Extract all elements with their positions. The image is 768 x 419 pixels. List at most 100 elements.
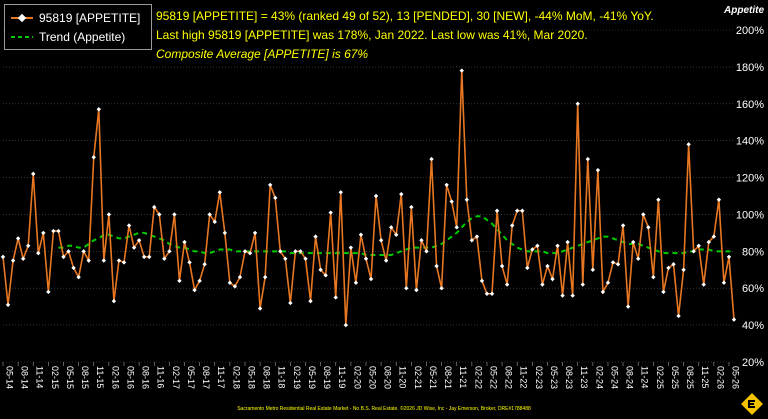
x-tick-label: 08-19 bbox=[322, 366, 332, 389]
data-point bbox=[394, 232, 399, 237]
data-point bbox=[0, 254, 6, 260]
y-tick-label: 20% bbox=[742, 357, 764, 369]
data-point bbox=[323, 273, 328, 278]
data-point bbox=[36, 250, 41, 256]
data-point bbox=[20, 256, 26, 261]
y-tick-label: 80% bbox=[742, 246, 764, 258]
data-point bbox=[363, 256, 369, 261]
data-point bbox=[520, 208, 525, 213]
data-point bbox=[313, 234, 318, 239]
data-point bbox=[106, 212, 112, 217]
data-point bbox=[56, 228, 61, 234]
x-tick-label: 02-15 bbox=[50, 366, 60, 389]
x-tick-label: 05-15 bbox=[65, 366, 75, 389]
data-point bbox=[530, 247, 535, 252]
data-point bbox=[71, 265, 76, 271]
data-point bbox=[494, 208, 500, 213]
x-tick-label: 05-14 bbox=[5, 366, 15, 389]
x-tick-label: 11-19 bbox=[337, 366, 347, 388]
data-point bbox=[247, 250, 253, 256]
x-tick-label: 02-21 bbox=[413, 366, 423, 389]
info-line-3: Composite Average [APPETITE] is 67% bbox=[156, 47, 369, 61]
data-point bbox=[81, 249, 86, 254]
data-point bbox=[126, 223, 132, 228]
x-tick-label: 11-22 bbox=[519, 366, 529, 388]
data-point bbox=[449, 199, 454, 204]
x-tick-label: 02-23 bbox=[534, 366, 544, 389]
data-point bbox=[731, 317, 737, 322]
data-point bbox=[636, 256, 641, 261]
x-tick-label: 08-14 bbox=[20, 366, 30, 389]
data-point bbox=[318, 267, 323, 272]
data-point bbox=[454, 225, 459, 230]
data-point bbox=[383, 258, 389, 263]
x-tick-label: 08-15 bbox=[80, 366, 90, 389]
data-point bbox=[207, 212, 212, 217]
data-point bbox=[429, 156, 434, 162]
data-point bbox=[666, 265, 671, 271]
data-point bbox=[162, 256, 167, 261]
data-point bbox=[550, 276, 555, 282]
x-tick-label: 11-17 bbox=[216, 366, 226, 388]
data-point bbox=[212, 219, 217, 225]
x-tick-label: 02-20 bbox=[352, 366, 362, 389]
data-point bbox=[419, 238, 424, 243]
data-point bbox=[298, 249, 303, 254]
y-tick-label: 120% bbox=[736, 173, 764, 185]
x-tick-label: 11-24 bbox=[640, 366, 650, 388]
data-point bbox=[101, 258, 107, 263]
data-point bbox=[273, 195, 278, 201]
x-tick-label: 08-16 bbox=[141, 366, 151, 389]
data-point bbox=[469, 238, 475, 243]
y-tick-label: 200% bbox=[736, 25, 764, 37]
y-tick-label: 60% bbox=[742, 283, 764, 295]
data-point bbox=[701, 282, 706, 287]
data-point bbox=[338, 190, 343, 195]
data-point bbox=[625, 304, 631, 309]
data-point bbox=[308, 298, 313, 304]
data-point bbox=[409, 204, 414, 210]
series-line bbox=[2, 70, 735, 326]
data-point bbox=[51, 228, 56, 234]
data-point bbox=[605, 280, 611, 285]
data-point bbox=[515, 208, 520, 213]
data-point bbox=[121, 260, 127, 265]
data-point bbox=[620, 223, 626, 228]
x-tick-label: 05-26 bbox=[730, 366, 740, 389]
x-tick-label: 02-22 bbox=[473, 366, 483, 389]
x-tick-label: 08-23 bbox=[564, 366, 574, 389]
data-point bbox=[217, 190, 222, 195]
data-point bbox=[278, 249, 283, 254]
legend: 95819 [APPETITE] Trend (Appetite) bbox=[4, 4, 152, 50]
footer-copyright: Sacramento Metro Residential Real Estate… bbox=[237, 406, 531, 412]
data-point bbox=[91, 155, 96, 160]
data-point bbox=[575, 101, 580, 106]
data-point bbox=[590, 267, 596, 272]
data-point bbox=[288, 300, 293, 306]
data-point bbox=[399, 191, 404, 197]
data-point bbox=[147, 254, 152, 260]
data-point bbox=[252, 230, 258, 236]
x-tick-label: 11-25 bbox=[700, 366, 710, 388]
data-point bbox=[479, 278, 485, 284]
data-point bbox=[691, 249, 696, 254]
x-tick-label: 08-17 bbox=[201, 366, 211, 389]
data-point bbox=[681, 267, 686, 272]
data-point bbox=[293, 249, 298, 254]
data-point bbox=[141, 254, 147, 260]
data-point bbox=[570, 293, 575, 298]
x-tick-label: 02-26 bbox=[715, 366, 725, 389]
data-point bbox=[15, 236, 21, 241]
x-tick-label: 02-25 bbox=[655, 366, 665, 389]
data-point bbox=[439, 286, 444, 291]
x-tick-label: 08-18 bbox=[262, 366, 272, 389]
data-point bbox=[167, 249, 172, 254]
data-point bbox=[610, 260, 616, 265]
data-point bbox=[267, 182, 273, 188]
data-point bbox=[76, 274, 81, 280]
data-point bbox=[711, 234, 717, 239]
data-point bbox=[187, 260, 192, 265]
data-point bbox=[66, 249, 71, 254]
data-point bbox=[484, 291, 490, 296]
